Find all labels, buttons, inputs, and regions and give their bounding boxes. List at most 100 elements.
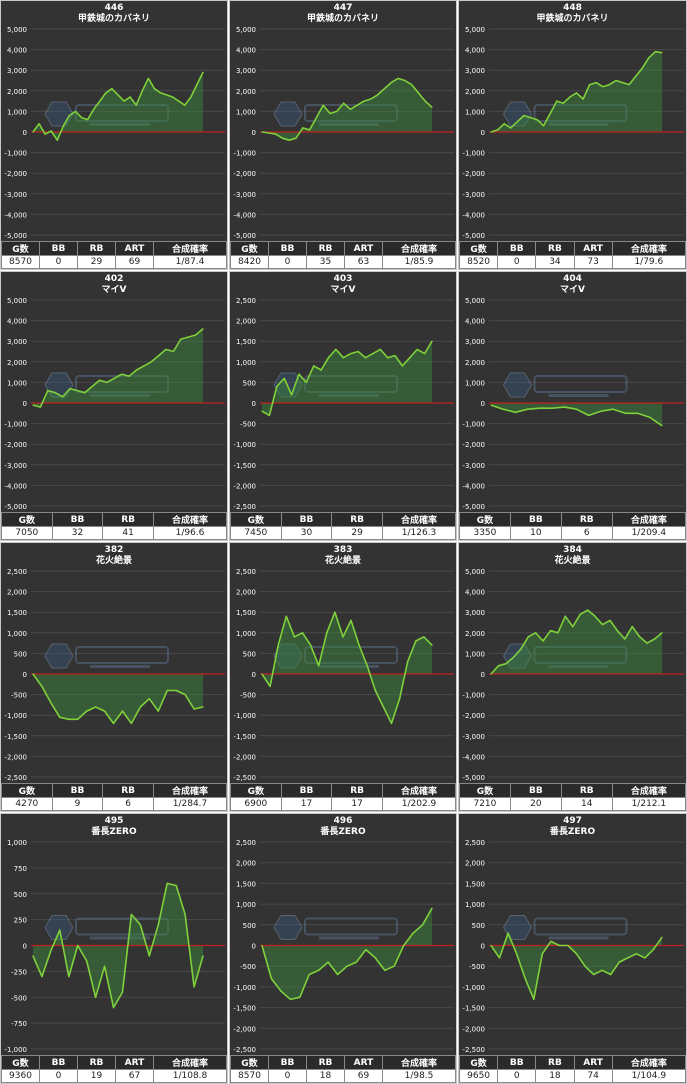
data-point <box>77 718 79 720</box>
machine-number: 495 <box>104 816 124 826</box>
series-area <box>491 610 662 674</box>
data-point <box>618 961 620 963</box>
machine-number: 404 <box>563 274 582 284</box>
data-point <box>342 357 344 359</box>
y-tick-label: -1,500 <box>462 1005 485 1013</box>
stats-header: G数 <box>230 783 282 798</box>
data-point <box>68 975 70 978</box>
y-tick-label: 500 <box>243 650 256 658</box>
stats-table: G数 BB RB 合成確率 3350 10 6 1/209.4 <box>459 512 686 540</box>
chart-svg: 5,000 4,000 3,000 2,000 1,000 0 -1,000 -2,000 -3… <box>462 26 684 240</box>
data-point <box>575 408 578 410</box>
data-point <box>326 632 328 634</box>
data-point <box>59 716 61 718</box>
data-point <box>289 998 291 1000</box>
series-area <box>491 51 662 133</box>
stats-value: 74 <box>573 1069 613 1083</box>
stats-header: 合成確率 <box>153 512 227 527</box>
y-tick-label: 4,000 <box>465 589 485 597</box>
data-point <box>624 638 626 640</box>
data-point <box>123 100 125 102</box>
machine-number: 446 <box>104 3 124 13</box>
chart-panel-404: 404 マイV 5,000 4,000 3,000 2,000 1,000 0 -1,000 -2… <box>458 271 687 541</box>
stats-value: 1/108.8 <box>153 1069 227 1083</box>
y-tick-label: 0 <box>252 671 256 679</box>
stats-value: 1/98.5 <box>382 1069 456 1083</box>
machine-title: マイV <box>101 285 127 295</box>
data-point <box>103 710 106 712</box>
data-point <box>384 969 386 971</box>
data-point <box>336 973 339 976</box>
data-point <box>582 98 584 100</box>
data-point <box>390 722 393 725</box>
y-tick-label: -1,000 <box>233 712 256 720</box>
data-point <box>397 77 399 80</box>
chart-svg: 5,000 4,000 3,000 2,000 1,000 0 -1,000 -2,000 -3… <box>4 297 225 511</box>
y-tick-label: -1,000 <box>233 441 256 449</box>
y-tick-label: -5,000 <box>462 232 485 240</box>
data-point <box>329 112 331 115</box>
stats-header: BB <box>39 1055 78 1070</box>
stats-value: 1/79.6 <box>611 255 686 269</box>
chart-panel-496: 496 番長ZERO 2,500 2,000 1,500 1,000 500 0 -500 -1,… <box>229 813 457 1084</box>
data-point <box>276 385 278 388</box>
data-point <box>268 132 270 134</box>
data-point <box>166 689 168 692</box>
data-point <box>512 656 514 659</box>
data-point <box>318 969 320 971</box>
series-area <box>262 908 432 1000</box>
y-tick-label: 3,000 <box>465 67 485 75</box>
data-point <box>431 907 433 909</box>
data-point <box>293 636 295 638</box>
data-point <box>135 369 138 371</box>
stats-value: 69 <box>115 255 154 269</box>
chart-panel-402: 402 マイV 5,000 4,000 3,000 2,000 1,000 0 -1,000 -2… <box>0 271 228 541</box>
y-tick-label: 1,000 <box>7 379 27 387</box>
data-point <box>277 644 279 646</box>
data-point <box>350 352 352 355</box>
stats-header: RB <box>560 512 613 527</box>
y-tick-label: -1,500 <box>233 1005 256 1013</box>
data-point <box>609 619 611 622</box>
y-tick-label: 500 <box>472 922 485 930</box>
chart-panel-495: 495 番長ZERO 1,000 750 500 250 0 -250 -500 -750 -1,0… <box>0 813 228 1084</box>
stats-value: 69 <box>344 1069 383 1083</box>
data-point <box>261 131 263 133</box>
stats-value: 1/126.3 <box>382 526 456 540</box>
y-tick-label: -5,000 <box>233 232 256 240</box>
stats-header: 合成確率 <box>382 512 456 527</box>
y-tick-label: -2,000 <box>462 170 485 178</box>
y-tick-label: 500 <box>14 891 27 899</box>
stats-header: BB <box>280 512 333 527</box>
data-point <box>377 94 379 96</box>
series-area <box>33 674 203 724</box>
watermark-logo <box>44 915 169 940</box>
data-point <box>350 619 352 622</box>
y-tick-label: -3,000 <box>462 462 485 470</box>
stats-value: 1/96.6 <box>153 526 227 540</box>
chart-panel-384: 384 花火絶景 5,000 4,000 3,000 2,000 1,000 0 -1,000 -… <box>458 542 687 812</box>
data-point <box>41 975 43 978</box>
data-point <box>365 949 367 951</box>
data-point <box>74 110 77 112</box>
data-point <box>364 357 367 359</box>
data-point <box>421 924 424 926</box>
data-point <box>653 638 656 640</box>
y-tick-label: 5,000 <box>465 568 485 576</box>
data-point <box>41 685 43 687</box>
stats-value: 0 <box>39 255 78 269</box>
chart-panel-382: 382 花火絶景 2,500 2,000 1,500 1,000 500 0 -500 -1,00… <box>0 542 228 812</box>
y-tick-label: 3,000 <box>7 338 27 346</box>
data-point <box>295 137 297 139</box>
data-point <box>269 685 271 687</box>
data-point <box>661 52 663 54</box>
watermark-logo <box>502 643 628 669</box>
data-point <box>318 665 320 667</box>
stats-table: G数 BB RB ART 合成確率 9650 0 18 74 1/104.9 <box>459 1055 686 1083</box>
y-tick-label: 5,000 <box>7 297 27 305</box>
data-point <box>336 110 338 112</box>
data-point <box>202 328 204 330</box>
stats-value: 6 <box>102 797 154 811</box>
data-point <box>401 365 404 367</box>
stats-value: 6900 <box>230 797 282 811</box>
